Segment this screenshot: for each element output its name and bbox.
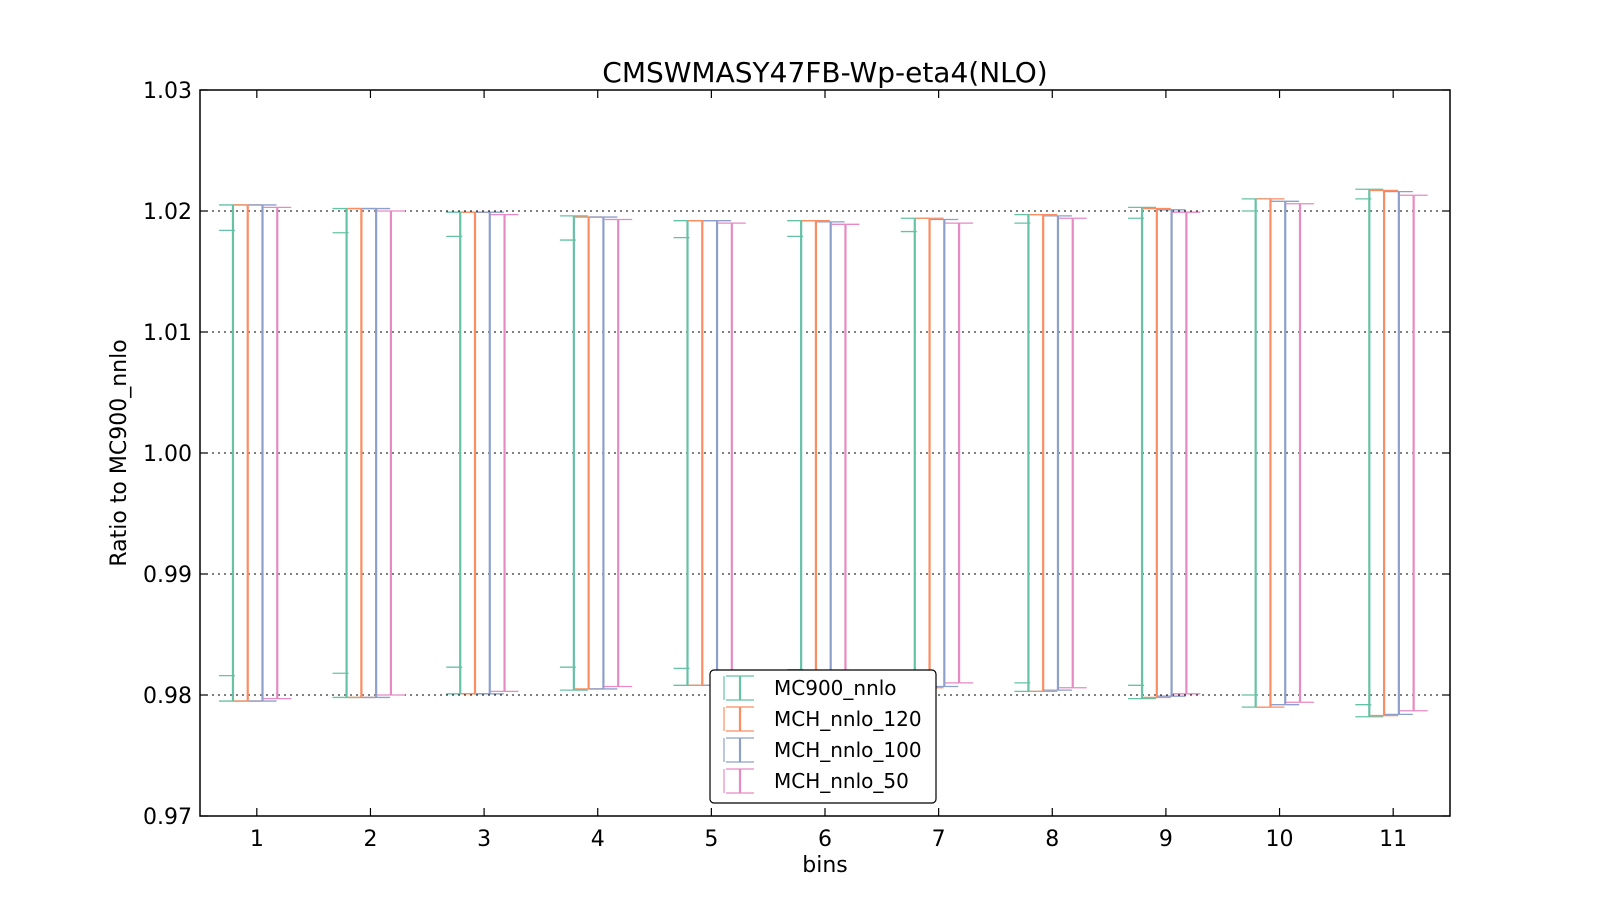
series-mch-nnlo-120 xyxy=(233,189,1399,717)
x-tick-label: 11 xyxy=(1379,827,1407,852)
x-tick-label: 8 xyxy=(1045,827,1059,852)
x-tick-label: 2 xyxy=(363,827,377,852)
x-tick-label: 10 xyxy=(1266,827,1294,852)
x-tick-label: 4 xyxy=(591,827,605,852)
y-tick-label: 1.00 xyxy=(143,442,192,467)
series-mch-nnlo-100 xyxy=(248,190,1413,716)
x-tick-label: 6 xyxy=(818,827,832,852)
x-tick-label: 7 xyxy=(932,827,946,852)
legend: MC900_nnlo MCH_nnlo_120 MCH_nnlo_100 MCH_nn… xyxy=(709,669,937,804)
grid-layer xyxy=(200,210,1450,696)
x-tick-label: 1 xyxy=(250,827,264,852)
legend-label: MCH_nnlo_120 xyxy=(774,707,922,731)
legend-label: MCH_nnlo_50 xyxy=(774,769,909,793)
legend-label: MCH_nnlo_100 xyxy=(774,738,922,762)
y-tick-label: 1.01 xyxy=(143,321,192,346)
y-tick-label: 1.03 xyxy=(143,79,192,104)
x-tick-label: 5 xyxy=(704,827,718,852)
y-tick-label: 0.98 xyxy=(143,684,192,709)
y-axis-label: Ratio to MC900_nnlo xyxy=(107,339,132,566)
chart-title: CMSWMASY47FB-Wp-eta4(NLO) xyxy=(602,56,1047,89)
series-mc900-nnlo xyxy=(218,188,1384,718)
x-tick-label: 9 xyxy=(1159,827,1173,852)
series-layer xyxy=(218,188,1428,718)
y-tick-label: 0.99 xyxy=(143,563,192,588)
ticks-layer: 0.97 0.98 0.99 1.00 1.01 1.02 1.03 1 2 3 4 5 6 7 8 9 10 1… xyxy=(143,79,1450,852)
y-tick-label: 1.02 xyxy=(143,200,192,225)
x-axis-label: bins xyxy=(802,853,847,878)
y-tick-label: 0.97 xyxy=(143,805,192,830)
series-mch-nnlo-50 xyxy=(263,194,1428,712)
x-tick-label: 3 xyxy=(477,827,491,852)
legend-label: MC900_nnlo xyxy=(774,676,897,700)
legend-box xyxy=(709,669,937,804)
